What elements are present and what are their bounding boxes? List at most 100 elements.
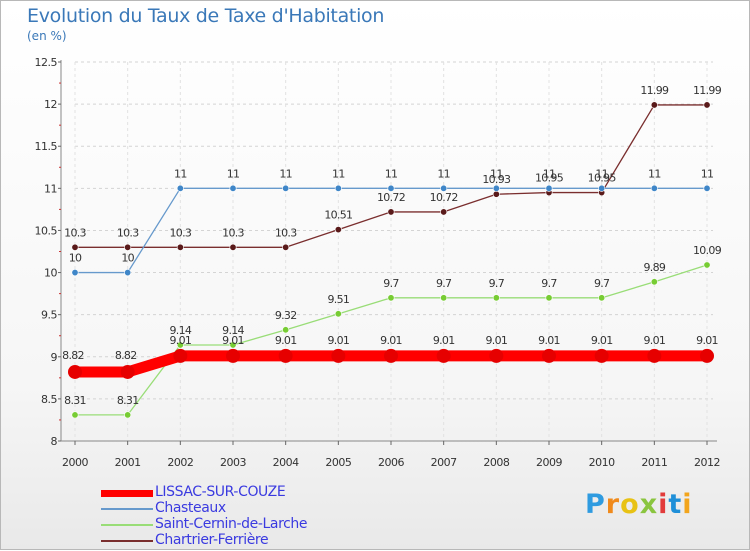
- series-chartrier-ferriere-point: [650, 101, 658, 109]
- logo-letter: r: [605, 489, 621, 520]
- series-saint-cernin-de-larche-point: [703, 261, 711, 269]
- series-chartrier-ferriere-point: [176, 243, 184, 251]
- series-chartrier-ferriere-data-label: 11.99: [640, 84, 669, 97]
- series-lissac-sur-couze-point: [173, 348, 188, 363]
- series-saint-cernin-de-larche-data-label: 9.7: [541, 277, 557, 290]
- series-chasteaux-point: [703, 184, 711, 192]
- series-saint-cernin-de-larche-point: [545, 294, 553, 302]
- series-saint-cernin-de-larche-point: [492, 294, 500, 302]
- logo-letter: x: [639, 489, 659, 520]
- series-saint-cernin-de-larche-point: [598, 294, 606, 302]
- series-saint-cernin-de-larche-data-label: 9.51: [327, 293, 349, 306]
- series-chartrier-ferriere-data-label: 10.3: [169, 226, 191, 239]
- series-chasteaux-data-label: 11: [227, 167, 240, 180]
- series-chartrier-ferriere-data-label: 10.3: [64, 226, 86, 239]
- series-chartrier-ferriere-data-label: 10.72: [430, 191, 458, 204]
- series-chasteaux-data-label: 11: [490, 167, 503, 180]
- legend-swatch-chasteaux: [101, 508, 153, 510]
- series-lissac-sur-couze-data-label: 9.01: [275, 334, 297, 347]
- x-tick-label: 2004: [273, 456, 299, 469]
- series-chasteaux-data-label: 11: [437, 167, 450, 180]
- y-tick-label: 9: [51, 351, 58, 364]
- x-tick-label: 2009: [536, 456, 562, 469]
- series-lissac-sur-couze-data-label: 9.01: [433, 334, 455, 347]
- y-tick-label: 12: [44, 98, 57, 111]
- series-chartrier-ferriere-data-label: 10.72: [377, 191, 405, 204]
- series-lissac-sur-couze-point: [226, 348, 240, 363]
- series-lissac-sur-couze-point: [542, 348, 556, 363]
- y-tick-label: 8.5: [41, 393, 57, 406]
- series-lissac-sur-couze-point: [384, 348, 398, 363]
- proxiti-logo: Proxiti: [585, 489, 693, 520]
- series-chasteaux-data-label: 11: [385, 167, 398, 180]
- series-chartrier-ferriere-point: [703, 101, 711, 109]
- series-chasteaux-data-label: 11: [174, 167, 187, 180]
- series-saint-cernin-de-larche-data-label: 9.89: [643, 261, 665, 274]
- legend-label-lissac: LISSAC-SUR-COUZE: [155, 484, 286, 500]
- legend-label-chartrier: Chartrier-Ferrière: [155, 532, 269, 548]
- series-chartrier-ferriere-point: [440, 208, 448, 216]
- series-lissac-sur-couze-data-label: 9.01: [380, 334, 402, 347]
- series-saint-cernin-de-larche-data-label: 8.31: [64, 394, 86, 407]
- series-chasteaux-point: [71, 269, 79, 277]
- series-chartrier-ferriere-point: [71, 243, 79, 251]
- y-tick-label: 9.5: [41, 309, 57, 322]
- series-lissac-sur-couze-data-label: 9.01: [485, 334, 507, 347]
- series-lissac-sur-couze-point: [594, 348, 609, 363]
- x-tick-label: 2003: [220, 456, 246, 469]
- series-saint-cernin-de-larche-data-label: 9.14: [169, 324, 191, 337]
- legend-swatch-chartrier: [101, 540, 153, 542]
- series-lissac-sur-couze-data-label: 9.01: [327, 334, 349, 347]
- x-tick-label: 2005: [325, 456, 351, 469]
- legend-swatch-saint-cernin: [101, 524, 153, 526]
- y-tick-label: 8: [51, 435, 58, 448]
- series-chasteaux-point: [440, 184, 448, 192]
- series-saint-cernin-de-larche-point: [176, 341, 184, 349]
- series-chartrier-ferriere-data-label: 10.3: [275, 226, 297, 239]
- series-chasteaux-point: [124, 269, 132, 277]
- series-chartrier-ferriere-data-label: 10.51: [324, 209, 352, 222]
- series-lissac-sur-couze-data-label: 8.82: [115, 349, 137, 362]
- series-chartrier-ferriere-point: [387, 208, 395, 216]
- series-lissac-sur-couze-data-label: 9.01: [696, 334, 718, 347]
- series-lissac-sur-couze-point: [489, 348, 504, 363]
- series-saint-cernin-de-larche-data-label: 9.32: [275, 309, 297, 322]
- series-chasteaux-point: [282, 184, 290, 192]
- series-saint-cernin-de-larche-data-label: 9.14: [222, 324, 244, 337]
- series-saint-cernin-de-larche-point: [387, 294, 395, 302]
- series-lissac-sur-couze-point: [647, 348, 662, 363]
- legend-label-saint-cernin: Saint-Cernin-de-Larche: [155, 516, 308, 532]
- x-tick-label: 2012: [694, 456, 720, 469]
- x-tick-label: 2000: [62, 456, 88, 469]
- series-lissac-sur-couze-data-label: 9.01: [169, 334, 191, 347]
- chart-subtitle: (en %): [27, 29, 67, 43]
- series-lissac-sur-couze-data-label: 9.01: [591, 334, 613, 347]
- series-saint-cernin-de-larche-point: [334, 310, 342, 318]
- x-tick-label: 2010: [589, 456, 615, 469]
- series-chasteaux-data-label: 11: [543, 167, 556, 180]
- series-saint-cernin-de-larche-data-label: 9.7: [489, 277, 505, 290]
- y-tick-label: 10.5: [35, 224, 58, 237]
- series-saint-cernin-de-larche-data-label: 9.7: [383, 277, 399, 290]
- series-lissac-sur-couze-data-label: 9.01: [643, 334, 665, 347]
- series-lissac-sur-couze-point: [68, 364, 82, 379]
- series-saint-cernin-de-larche-point: [71, 411, 79, 419]
- y-tick-label: 11: [44, 182, 57, 195]
- series-lissac-sur-couze-point: [120, 364, 135, 379]
- x-tick-label: 2007: [431, 456, 457, 469]
- series-saint-cernin-de-larche-point: [650, 278, 658, 286]
- series-chasteaux-point: [598, 184, 606, 192]
- series-chartrier-ferriere-point: [334, 226, 342, 234]
- x-tick-label: 2008: [483, 456, 509, 469]
- series-chartrier-ferriere-data-label: 11.99: [693, 84, 722, 97]
- series-chartrier-ferriere-point: [124, 243, 132, 251]
- series-saint-cernin-de-larche-point: [124, 411, 132, 419]
- series-saint-cernin-de-larche-data-label: 9.7: [436, 277, 452, 290]
- logo-letter: i: [682, 489, 693, 520]
- series-chasteaux-point: [387, 184, 395, 192]
- series-saint-cernin-de-larche-data-label: 9.7: [594, 277, 610, 290]
- series-chartrier-ferriere-data-label: 10.95: [588, 172, 617, 185]
- series-chasteaux-data-label: 11: [595, 167, 608, 180]
